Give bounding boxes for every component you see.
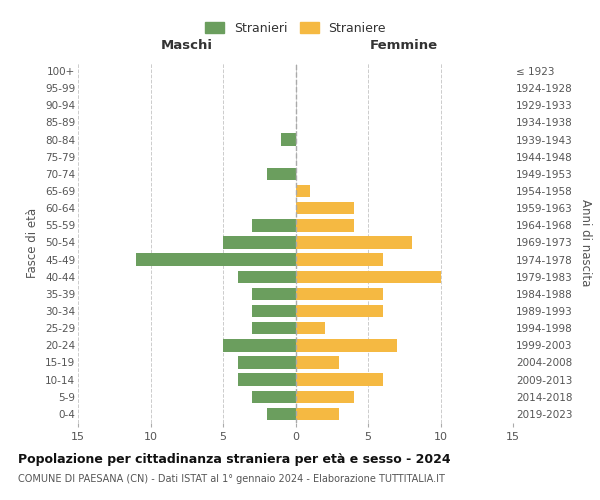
- Bar: [296, 339, 397, 351]
- Bar: [223, 339, 296, 351]
- Bar: [266, 168, 296, 180]
- Bar: [266, 408, 296, 420]
- Bar: [252, 219, 296, 232]
- Bar: [296, 305, 383, 317]
- Bar: [296, 408, 339, 420]
- Bar: [238, 374, 296, 386]
- Bar: [296, 219, 353, 232]
- Text: Femmine: Femmine: [370, 39, 439, 52]
- Legend: Stranieri, Straniere: Stranieri, Straniere: [201, 18, 390, 39]
- Bar: [296, 185, 310, 197]
- Bar: [136, 254, 296, 266]
- Text: Popolazione per cittadinanza straniera per età e sesso - 2024: Popolazione per cittadinanza straniera p…: [18, 452, 451, 466]
- Bar: [252, 322, 296, 334]
- Bar: [238, 270, 296, 283]
- Bar: [296, 288, 383, 300]
- Bar: [296, 374, 383, 386]
- Bar: [252, 305, 296, 317]
- Bar: [281, 134, 296, 146]
- Bar: [296, 202, 353, 214]
- Bar: [296, 390, 353, 403]
- Bar: [296, 236, 412, 248]
- Bar: [296, 356, 339, 368]
- Bar: [252, 390, 296, 403]
- Bar: [296, 270, 440, 283]
- Bar: [238, 356, 296, 368]
- Bar: [296, 322, 325, 334]
- Bar: [223, 236, 296, 248]
- Text: Maschi: Maschi: [161, 39, 213, 52]
- Y-axis label: Fasce di età: Fasce di età: [26, 208, 40, 278]
- Text: COMUNE DI PAESANA (CN) - Dati ISTAT al 1° gennaio 2024 - Elaborazione TUTTITALIA: COMUNE DI PAESANA (CN) - Dati ISTAT al 1…: [18, 474, 445, 484]
- Bar: [252, 288, 296, 300]
- Y-axis label: Anni di nascita: Anni di nascita: [579, 199, 592, 286]
- Bar: [296, 254, 383, 266]
